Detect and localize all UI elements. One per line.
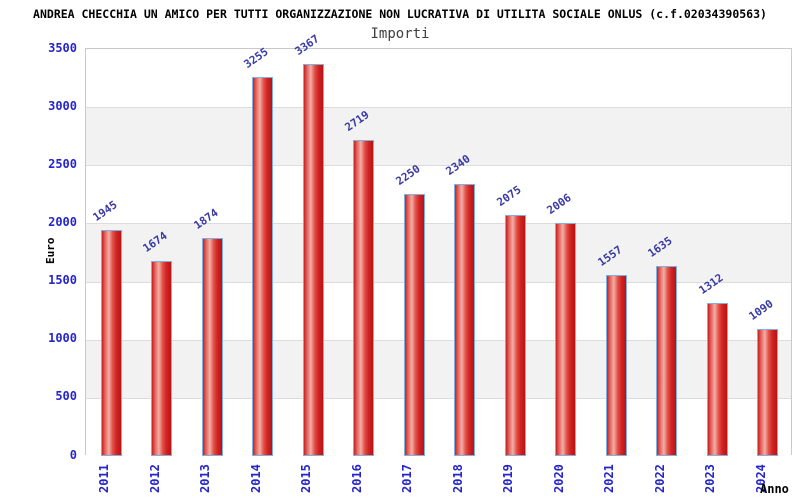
bar bbox=[151, 261, 173, 456]
gridline bbox=[86, 281, 791, 283]
plot-band bbox=[86, 281, 791, 340]
x-tick-label: 2017 bbox=[400, 464, 415, 493]
bar bbox=[353, 139, 375, 456]
chart-title: ANDREA CHECCHIA UN AMICO PER TUTTI ORGAN… bbox=[33, 7, 767, 21]
x-tick-label: 2020 bbox=[551, 464, 566, 493]
bar bbox=[656, 265, 678, 456]
y-tick-label: 0 bbox=[69, 447, 77, 462]
bar bbox=[757, 329, 779, 456]
y-axis-title: Euro bbox=[44, 237, 57, 265]
gridline bbox=[86, 397, 791, 399]
bar bbox=[605, 274, 627, 456]
bar bbox=[454, 183, 476, 456]
gridline bbox=[86, 339, 791, 341]
y-tick-label: 3500 bbox=[48, 40, 77, 55]
y-tick-label: 1500 bbox=[48, 273, 77, 288]
x-tick-label: 2019 bbox=[501, 464, 516, 493]
bar bbox=[302, 64, 324, 456]
y-tick-label: 3000 bbox=[48, 98, 77, 113]
x-tick-label: 2012 bbox=[147, 464, 162, 493]
plot-band bbox=[86, 107, 791, 166]
plot-band bbox=[86, 49, 791, 108]
x-axis-title: Anno bbox=[760, 482, 789, 496]
x-tick-label: 2015 bbox=[299, 464, 314, 493]
y-tick-label: 1000 bbox=[48, 331, 77, 346]
bar bbox=[201, 238, 223, 456]
gridline bbox=[86, 107, 791, 109]
y-tick-label: 500 bbox=[55, 389, 77, 404]
x-tick-label: 2014 bbox=[248, 464, 263, 493]
x-tick-label: 2018 bbox=[450, 464, 465, 493]
y-tick-label: 2000 bbox=[48, 214, 77, 229]
x-tick-label: 2022 bbox=[652, 464, 667, 493]
x-tick-label: 2013 bbox=[198, 464, 213, 493]
bar bbox=[504, 214, 526, 456]
plot-area bbox=[85, 48, 792, 456]
bar bbox=[706, 303, 728, 456]
y-tick-label: 2500 bbox=[48, 156, 77, 171]
gridline bbox=[86, 165, 791, 167]
plot-band bbox=[86, 165, 791, 224]
x-tick-label: 2016 bbox=[349, 464, 364, 493]
plot-band bbox=[86, 223, 791, 282]
plot-band bbox=[86, 339, 791, 398]
bar bbox=[403, 194, 425, 456]
bar bbox=[252, 77, 274, 456]
bar bbox=[100, 229, 122, 456]
plot-band bbox=[86, 397, 791, 456]
gridline bbox=[86, 223, 791, 225]
chart-subtitle: Importi bbox=[370, 26, 430, 42]
x-tick-label: 2023 bbox=[703, 464, 718, 493]
x-tick-label: 2011 bbox=[97, 464, 112, 493]
bar bbox=[555, 222, 577, 456]
x-tick-label: 2021 bbox=[602, 464, 617, 493]
